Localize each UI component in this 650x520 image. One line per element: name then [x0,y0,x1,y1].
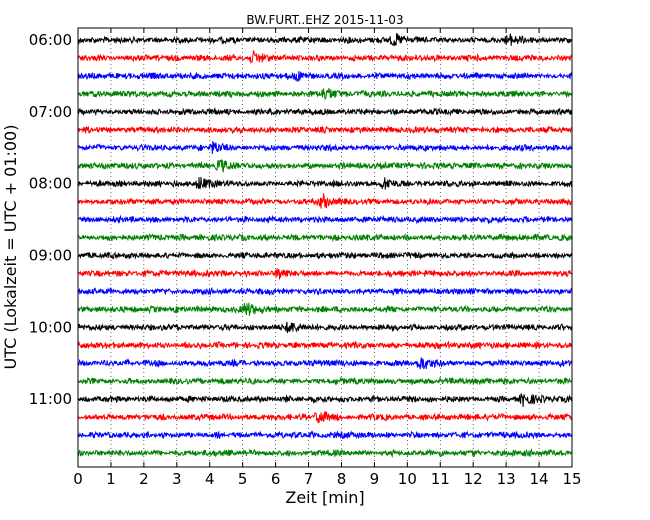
seismic-trace [77,321,573,334]
seismic-trace [77,176,573,190]
seismic-trace [77,410,573,424]
y-tick-label: 08:00 [29,175,72,193]
seismic-trace [77,302,573,316]
seismic-trace [77,251,573,261]
y-axis: 06:00 07:00 08:00 09:00 10:00 11:00 [29,31,572,408]
seismic-trace [77,448,573,459]
seismic-trace [77,49,573,65]
x-tick-label: 6 [271,470,281,488]
y-axis-label: UTC (Lokalzeit = UTC + 01:00) [1,125,20,370]
seismic-trace [77,88,573,101]
plot-frame [77,27,573,468]
seismic-trace [77,141,573,155]
x-axis-label: Zeit [min] [285,488,364,507]
seismic-trace [77,106,573,117]
x-tick-label: 5 [238,470,248,488]
x-tick-label: 9 [370,470,380,488]
x-tick-label: 14 [530,470,549,488]
x-axis: 0 1 2 3 4 5 6 7 8 9 10 11 12 13 14 15 [73,28,582,488]
seismic-traces [77,33,573,459]
x-tick-label: 1 [106,470,116,488]
x-tick-label: 11 [431,470,450,488]
y-tick-label: 06:00 [29,31,72,49]
y-tick-label: 07:00 [29,103,72,121]
x-tick-label: 0 [73,470,83,488]
seismic-trace [77,71,573,82]
x-tick-label: 15 [562,470,581,488]
seismic-trace [77,125,573,135]
y-tick-label: 11:00 [29,390,72,408]
x-tick-label: 8 [337,470,347,488]
seismic-trace [77,286,573,297]
seismic-trace [77,376,573,386]
chart-title: BW.FURT..EHZ 2015-11-03 [246,13,403,27]
x-tick-label: 10 [398,470,417,488]
x-tick-label: 13 [497,470,516,488]
seismic-trace [77,33,573,47]
x-tick-label: 12 [464,470,483,488]
seismic-trace [77,393,573,407]
seismic-trace [77,357,573,370]
seismic-trace [77,158,573,174]
x-tick-label: 7 [304,470,314,488]
x-tick-label: 4 [205,470,215,488]
seismic-trace [77,233,573,243]
seismic-trace [77,192,573,209]
seismic-trace [77,268,573,280]
x-tick-label: 3 [172,470,182,488]
y-tick-label: 09:00 [29,246,72,264]
x-tick-label: 2 [139,470,149,488]
seismic-trace [77,340,573,351]
seismic-trace [77,430,573,440]
y-tick-label: 10:00 [29,318,72,336]
seismic-trace [77,214,573,225]
